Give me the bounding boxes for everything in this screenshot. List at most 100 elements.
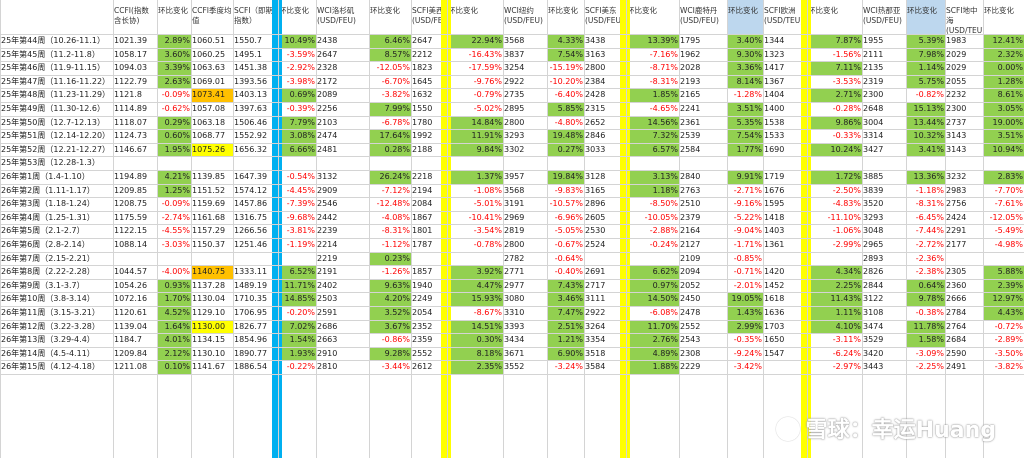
table-cell: 1706.95 [234,308,268,317]
table-cell: 2029 [946,49,967,59]
table-cell: -3.11% [832,335,861,345]
table-cell: 3.60% [157,47,191,62]
table-cell: 3302 [504,144,525,154]
table-cell [862,156,906,170]
table-cell: 7.54% [727,129,763,143]
table-cell: 2328 [317,63,338,73]
table-cell: 1452 [764,280,785,290]
table-cell: -3.03% [161,240,190,249]
table-cell: 2893 [863,253,884,263]
table-cell: 14.84% [447,115,503,130]
table-cell: 1.37% [447,170,503,184]
table-cell: 1690 [764,144,785,154]
table-cell: 8.14% [727,74,763,89]
grid-line-horizontal [0,278,1024,280]
table-cell: 2212 [412,49,433,59]
week-label: 26年第8周（2.22-2.28） [1,267,95,277]
table-cell: 0.10% [157,360,191,374]
table-cell: 1645 [412,76,433,86]
table-cell: 2663 [317,335,338,345]
table-cell: 2109 [680,253,701,263]
table-cell: 2965 [863,240,884,249]
table-cell: -3.24% [554,362,583,372]
grid-line-horizontal [0,292,1024,294]
table-cell: 1.70% [157,292,191,306]
table-cell: 2084 [412,199,433,209]
table-cell: -10.57% [549,199,583,209]
table-cell: -2.88% [649,226,678,236]
table-cell: -0.67% [554,240,583,249]
table-cell: 3.41% [906,142,945,157]
table-cell: 2291 [946,226,967,236]
table-cell: 19.00% [983,115,1024,130]
table-cell: 2402 [317,280,338,290]
table-cell: 2543 [680,335,701,345]
table-cell: 2241 [680,104,701,113]
table-cell: 1124.73 [114,131,148,141]
table-cell: 9.84% [447,142,503,157]
table-cell: 1420 [764,267,785,277]
table-cell [369,156,411,170]
table-cell: -2.25% [915,362,944,372]
table-cell: 19.05% [727,292,763,306]
table-cell: 2.51% [547,319,584,334]
table-cell: 1121.8 [114,90,142,100]
table-cell: 2503 [317,294,338,304]
table-cell: 2191 [317,267,338,277]
table-cell: -9.83% [554,185,583,195]
table-cell: 0.60% [157,129,191,143]
table-cell: 1157.29 [192,226,226,236]
grid-line-horizontal [0,115,1024,117]
table-cell: 3165 [585,185,606,195]
table-cell [191,156,233,170]
grid-line-horizontal [0,102,1024,103]
table-cell [278,252,316,266]
week-label: 26年第7周（2.15-2.21） [1,253,95,263]
table-cell: 1.54% [278,333,316,347]
table-cell: -5.49% [994,226,1023,236]
week-label: 25年第45周（11.2-11.8） [1,49,100,59]
table-cell: -1.28% [733,90,762,100]
table-cell: 1550.7 [234,36,262,45]
table-cell: -0.54% [286,172,315,181]
grid-line-vertical [447,0,448,458]
grid-line-horizontal [0,346,1024,348]
table-cell: 2800 [504,117,525,127]
table-cell: 1632 [412,90,433,100]
table-cell: 2826 [863,267,884,277]
table-cell: -0.40% [554,267,583,277]
table-cell: 2612 [412,362,433,372]
table-cell: 3128 [585,172,606,181]
table-cell [679,156,727,170]
table-cell: 2763 [680,185,701,195]
table-cell: 1068.77 [192,131,226,141]
table-cell: 1072.16 [114,294,148,304]
table-cell [945,156,983,170]
table-cell: 1.93% [278,346,316,361]
table-cell: 1044.57 [114,267,148,277]
table-cell [191,252,233,266]
table-cell: 15.13% [906,102,945,116]
table-cell: 3080 [504,294,525,304]
table-cell: 1209.84 [114,348,148,358]
table-cell: -16.43% [468,49,502,59]
table-cell: 2300 [863,90,884,100]
table-cell: 2379 [680,212,701,222]
grid-line-horizontal [0,156,1024,158]
table-cell: 2756 [946,199,967,209]
table-cell: 6.66% [278,142,316,157]
grid-line-vertical [369,0,370,458]
table-cell: 1574.12 [234,185,268,195]
table-cell: -1.06% [832,226,861,236]
table-cell: 1636 [764,308,785,317]
table-cell: 1618 [764,294,785,304]
table-cell: 11.78% [906,319,945,334]
column-header: 环比变化 [627,6,657,15]
table-cell: -6.78% [381,117,410,127]
table-cell: -1.18% [915,185,944,195]
week-label: 25年第49周（11.30-12.6） [1,104,105,113]
table-cell: -3.82% [994,362,1023,372]
table-cell [807,252,862,266]
table-cell: -4.08% [381,212,410,222]
table-cell: 1130.04 [192,294,226,304]
